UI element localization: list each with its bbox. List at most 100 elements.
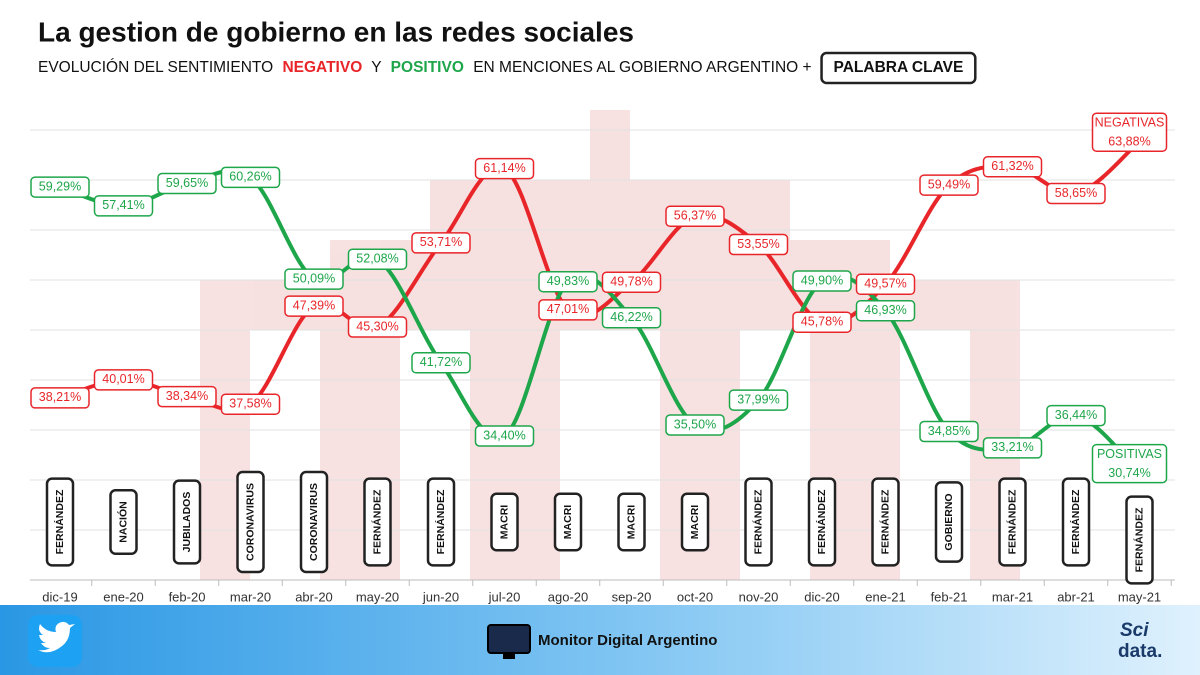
keyword-label: FERNÁNDEZ	[53, 489, 66, 554]
value-label: 37,58%	[229, 396, 271, 410]
footer-brand: Monitor Digital Argentino	[538, 632, 717, 649]
value-label: 56,37%	[674, 209, 716, 223]
keyword: MACRI	[553, 492, 583, 552]
keyword-label: MACRI	[498, 505, 510, 539]
value-label: 33,21%	[991, 440, 1033, 454]
value-label-box	[30, 176, 90, 198]
value-label: 37,99%	[737, 392, 779, 406]
keyword-box	[680, 492, 710, 552]
series-name: NEGATIVAS	[1095, 115, 1165, 129]
keyword-box	[426, 477, 456, 567]
value-label: 35,50%	[674, 417, 716, 431]
keyword-label: FERNÁNDEZ	[878, 489, 891, 554]
x-tick-label: ago-20	[548, 589, 588, 604]
keyword: JUBILADOS	[172, 479, 202, 565]
subtitle-part: EN MENCIONES AL GOBIERNO ARGENTINO +	[473, 59, 811, 76]
value-label: 47,01%	[547, 302, 589, 316]
value-label-box	[792, 311, 852, 333]
value-label: 49,78%	[610, 274, 652, 288]
value-label-box	[601, 271, 662, 293]
logo-bottom: data.	[1118, 641, 1162, 662]
value-label-box	[284, 268, 344, 290]
value-label: 61,14%	[483, 161, 525, 175]
value-label: 30,74%	[1108, 466, 1150, 480]
keyword: FERNÁNDEZ	[426, 477, 456, 567]
x-tick-label: dic-20	[804, 589, 839, 604]
keyword: MACRI	[617, 492, 646, 552]
keyword-label: FERNÁNDEZ	[370, 489, 383, 554]
keyword: GOBIERNO	[934, 481, 964, 563]
subtitle-part: Y	[371, 59, 381, 76]
value-label-box	[1046, 404, 1106, 427]
twitter-bird	[38, 621, 75, 653]
keyword-box	[998, 477, 1027, 567]
value-label: 53,55%	[737, 237, 779, 251]
keyword: FERNÁNDEZ	[807, 477, 837, 567]
value-label: 57,41%	[102, 198, 144, 212]
keyword: NACIÓN	[109, 489, 138, 555]
keyword-box	[617, 492, 646, 552]
keyword-label: GOBIERNO	[943, 493, 955, 550]
keyword-box	[299, 470, 329, 574]
keyword-box	[934, 481, 964, 563]
value-label: 50,09%	[293, 271, 335, 285]
x-tick-label: sep-20	[612, 589, 652, 604]
keyword: CORONAVIRUS	[236, 470, 265, 574]
value-label: 46,93%	[864, 303, 906, 317]
x-tick-label: feb-21	[931, 589, 968, 604]
value-label-box	[919, 420, 979, 443]
value-label-box	[792, 270, 852, 292]
keyword-box	[1061, 477, 1091, 567]
value-label: 45,30%	[356, 319, 398, 333]
keyword-box	[553, 492, 583, 552]
value-label-box	[220, 393, 281, 415]
value-label-box	[284, 295, 344, 317]
value-label-box	[347, 248, 408, 270]
value-label-box	[665, 414, 725, 436]
keyword-label: MACRI	[562, 505, 574, 539]
value-label: 46,22%	[610, 310, 652, 324]
keyword-legend-box	[820, 51, 977, 85]
value-label-box	[474, 157, 535, 180]
keyword-label: FERNÁNDEZ	[1069, 489, 1082, 554]
x-tick-label: oct-20	[677, 589, 713, 604]
keyword: MACRI	[680, 492, 710, 552]
x-tick-label: nov-20	[739, 589, 779, 604]
keyword-box	[490, 492, 519, 552]
value-label: 59,65%	[166, 176, 208, 190]
monitor-stand	[503, 653, 515, 659]
value-label: 59,29%	[39, 179, 81, 193]
value-label-box	[728, 389, 789, 411]
subtitle-negative: NEGATIVO	[282, 59, 362, 76]
value-label-box	[347, 316, 408, 338]
keyword-box	[109, 489, 138, 555]
keyword-box	[172, 479, 202, 565]
keyword-box	[363, 477, 392, 567]
x-tick-label: ene-21	[865, 589, 905, 604]
keyword: CORONAVIRUS	[299, 470, 329, 574]
keyword-label: CORONAVIRUS	[244, 483, 256, 561]
keyword: FERNÁNDEZ	[363, 477, 392, 567]
value-label-box	[982, 437, 1043, 459]
value-label: 61,32%	[991, 159, 1033, 173]
keyword-label: CORONAVIRUS	[308, 483, 320, 561]
keyword-label: NACIÓN	[116, 501, 129, 542]
x-tick-label: feb-20	[169, 589, 206, 604]
value-label: 47,39%	[293, 298, 335, 312]
value-label-box	[665, 205, 725, 228]
value-label: 38,34%	[166, 389, 208, 403]
value-label: 34,85%	[928, 424, 970, 438]
monitor-icon	[487, 624, 531, 654]
chart-title: La gestion de gobierno en las redes soci…	[38, 16, 634, 47]
value-label-box	[1091, 443, 1168, 484]
keyword: FERNÁNDEZ	[1061, 477, 1091, 567]
value-label-box	[728, 233, 789, 256]
value-label: 45,78%	[801, 314, 843, 328]
keyword-label: FERNÁNDEZ	[434, 489, 447, 554]
value-label-box	[855, 273, 916, 296]
keyword-label: FERNÁNDEZ	[815, 489, 828, 554]
value-label: 63,88%	[1108, 134, 1150, 148]
keyword: FERNÁNDEZ	[744, 477, 773, 567]
keyword-box	[744, 477, 773, 567]
